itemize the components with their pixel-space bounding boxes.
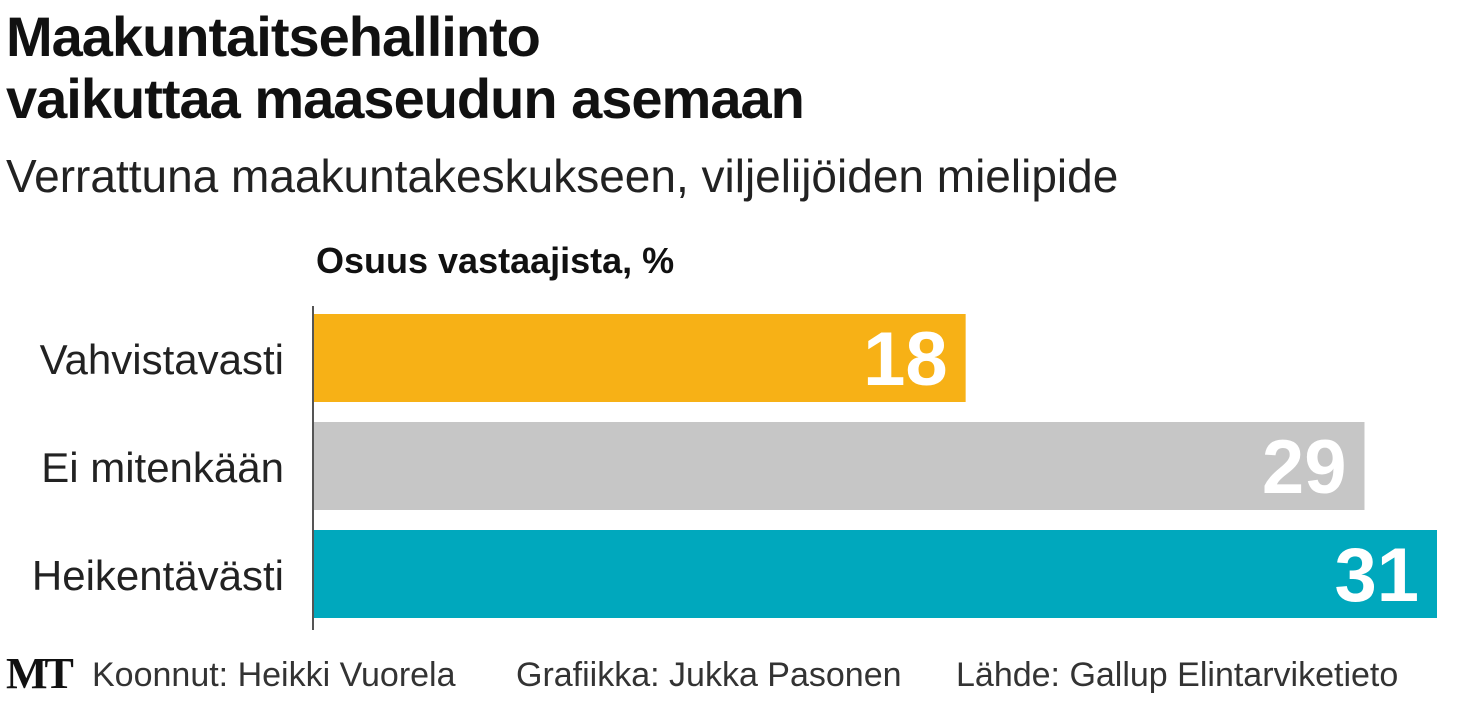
graphics-credit: Grafiikka: Jukka Pasonen: [516, 656, 902, 694]
chart-title-line-2: vaikuttaa maaseudun asemaan: [6, 67, 805, 130]
chart-title: Maakuntaitsehallinto vaikuttaa maaseudun…: [6, 5, 805, 130]
value-label-1: 18: [863, 317, 948, 402]
value-label-2: 29: [1262, 425, 1347, 510]
bar-chart: Vahvistavasti 18 Ei mitenkään 29 Heikentäväs…: [32, 306, 1437, 630]
value-label-3: 31: [1334, 533, 1419, 618]
chart-subtitle: Verrattuna maakuntakeskukseen, viljelijö…: [6, 150, 1119, 202]
bar-2: [313, 422, 1365, 510]
category-label-2: Ei mitenkään: [41, 444, 284, 491]
category-label-3: Heikentävästi: [32, 552, 284, 599]
axis-title: Osuus vastaajista, %: [316, 240, 675, 281]
source-credit: Lähde: Gallup Elintarviketieto: [956, 656, 1399, 694]
compiled-by-credit: Koonnut: Heikki Vuorela: [92, 656, 456, 694]
bar-3: [313, 530, 1437, 618]
bar-1: [313, 314, 966, 402]
mt-logo: MT: [6, 649, 74, 698]
category-label-1: Vahvistavasti: [40, 336, 284, 383]
chart-title-line-1: Maakuntaitsehallinto: [6, 5, 541, 68]
